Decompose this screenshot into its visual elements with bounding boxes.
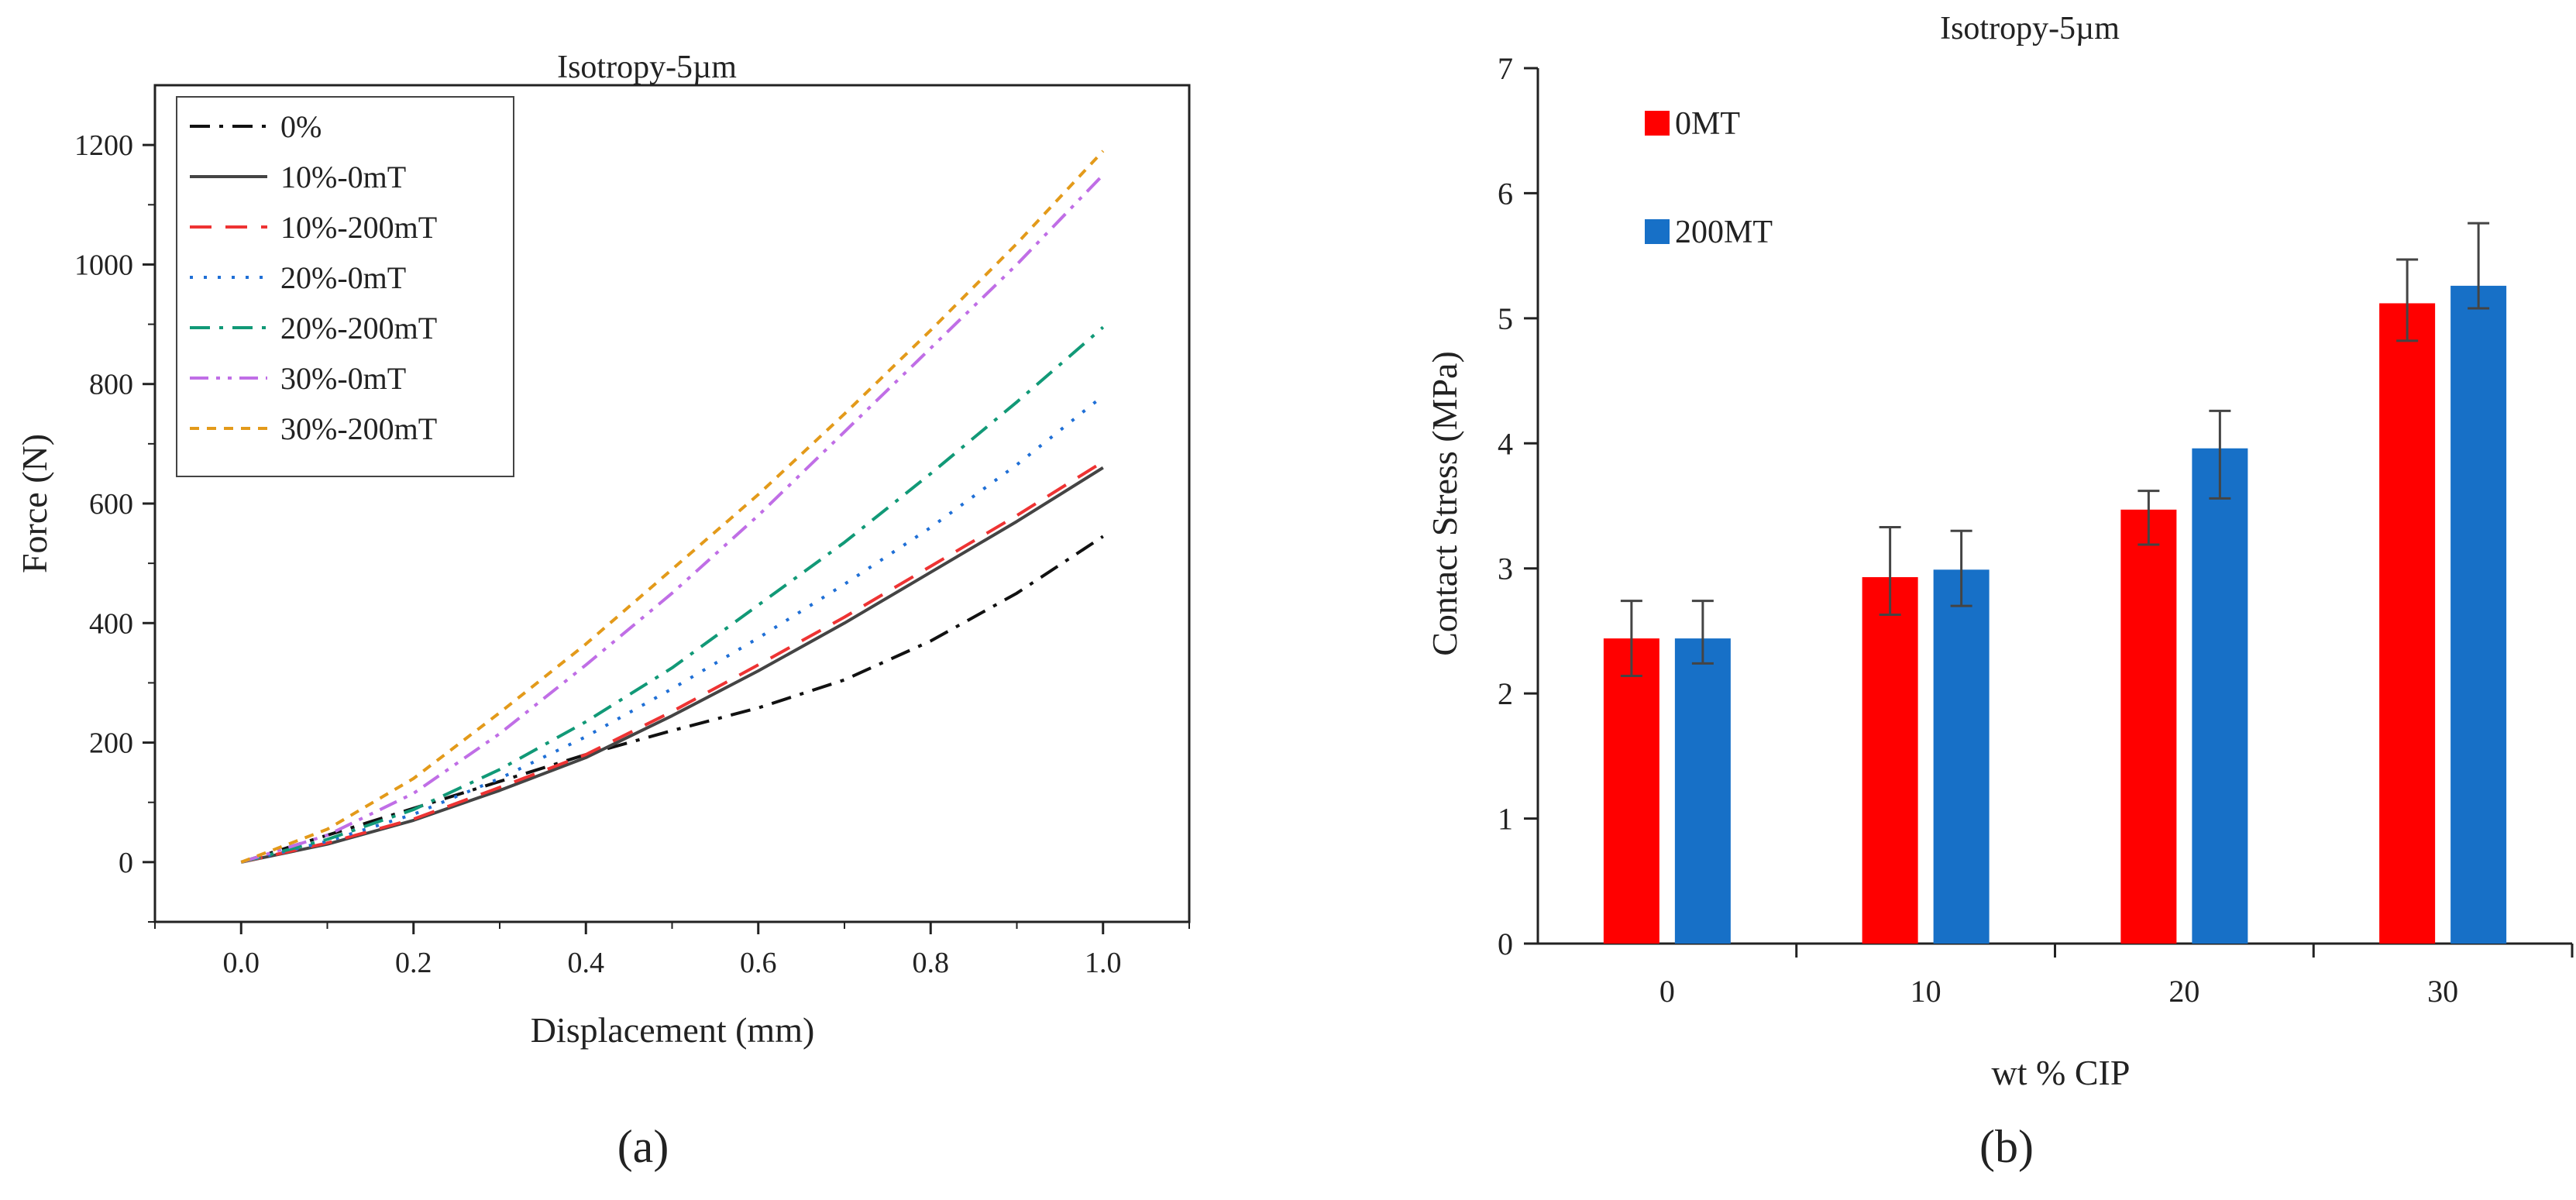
chart-b-ytick-label: 6 <box>1498 176 1513 211</box>
chart-b-title: Isotropy-5µm <box>1940 11 2120 46</box>
chart-a-series <box>240 150 1105 864</box>
chart-a-ytick-label: 200 <box>89 727 133 760</box>
chart-a-ytick-label: 1000 <box>74 249 133 281</box>
chart-a-xtick-label: 0.8 <box>913 947 950 979</box>
chart-a-legend-label: 30%-0mT <box>280 361 406 396</box>
chart-a-ytick-label: 1200 <box>74 129 133 162</box>
chart-a-series-line <box>240 174 1105 864</box>
chart-b-bar <box>2450 285 2507 944</box>
chart-b-bar <box>1862 577 1918 944</box>
chart-a-legend-label: 20%-0mT <box>280 260 406 295</box>
chart-b-bar <box>2192 448 2248 944</box>
chart-b-legend-swatch <box>1645 111 1670 136</box>
chart-b-bar <box>2379 303 2436 944</box>
chart-a-xtick-label: 0.2 <box>395 947 432 979</box>
chart-a-legend-box <box>176 96 514 477</box>
chart-a-ytick-label: 600 <box>89 488 133 521</box>
chart-a-xtick-label: 0.0 <box>223 947 260 979</box>
chart-a-axes: 0.0 0.2 0.4 0.6 0.8 1.0 0 200 400 600 800 1000 1200 <box>74 129 1190 979</box>
chart-b-ytick-label: 1 <box>1498 802 1513 837</box>
chart-a-title: Isotropy-5µm <box>557 50 737 85</box>
chart-a-legend: 0% 10%-0mT 10%-200mT 20%-0mT 20%-200mT 30%-0m… <box>176 96 514 477</box>
chart-b-ytick-label: 2 <box>1498 676 1513 711</box>
chart-b-xtick-label: 0 <box>1659 974 1675 1009</box>
chart-a-series-line <box>240 150 1105 864</box>
chart-b-series <box>1603 222 2507 944</box>
chart-b-bar <box>2120 509 2177 944</box>
chart-b-ytick-label: 7 <box>1498 51 1513 86</box>
chart-a-ytick-label: 800 <box>89 369 133 401</box>
panel-b: Isotropy-5µm 0 1 2 3 4 5 6 7 0 10 20 30 0MT 200MT Co… <box>1425 11 2574 1172</box>
chart-a-xtick-label: 0.6 <box>740 947 777 979</box>
chart-a-xtick-label: 1.0 <box>1085 947 1122 979</box>
chart-a-legend-label: 10%-200mT <box>280 210 437 245</box>
chart-b-panel-label: (b) <box>1979 1121 2034 1172</box>
chart-b-xlabel: wt % CIP <box>1992 1053 2131 1092</box>
chart-a-legend-label: 20%-200mT <box>280 311 437 346</box>
chart-b-xtick-label: 10 <box>1911 974 1941 1009</box>
chart-b-bar <box>1603 638 1659 944</box>
chart-a-legend-label: 10%-0mT <box>280 160 406 194</box>
chart-a-series-line <box>240 325 1105 864</box>
chart-a-legend-label: 0% <box>280 109 322 144</box>
chart-a-panel-label: (a) <box>617 1121 669 1172</box>
chart-a-xlabel: Displacement (mm) <box>531 1010 815 1050</box>
chart-b-legend-label: 200MT <box>1675 215 1773 250</box>
chart-b-bar <box>1933 569 1990 944</box>
chart-b-legend-swatch <box>1645 219 1670 244</box>
chart-a-xtick-label: 0.4 <box>568 947 605 979</box>
chart-a-ylabel: Force (N) <box>15 434 54 573</box>
chart-b-ytick-label: 0 <box>1498 927 1513 961</box>
panel-a: Isotropy-5µm 0.0 0.2 0.4 0.6 0.8 1.0 0 200 400 60… <box>15 50 1191 1172</box>
chart-a-series-line <box>240 460 1104 864</box>
chart-b-legend: 0MT 200MT <box>1645 106 1773 250</box>
chart-b-legend-label: 0MT <box>1675 106 1740 142</box>
chart-b-xtick-label: 30 <box>2427 974 2458 1009</box>
chart-b-ytick-label: 5 <box>1498 301 1513 336</box>
chart-b-ytick-label: 4 <box>1498 426 1513 461</box>
chart-a-legend-label: 30%-200mT <box>280 411 437 446</box>
chart-a-ytick-label: 400 <box>89 607 133 640</box>
chart-b-bar <box>1674 638 1731 944</box>
chart-a-ytick-label: 0 <box>119 847 133 879</box>
chart-b-ytick-label: 3 <box>1498 552 1513 586</box>
chart-b-xtick-label: 20 <box>2168 974 2199 1009</box>
chart-b-ylabel: Contact Stress (MPa) <box>1425 351 1464 656</box>
